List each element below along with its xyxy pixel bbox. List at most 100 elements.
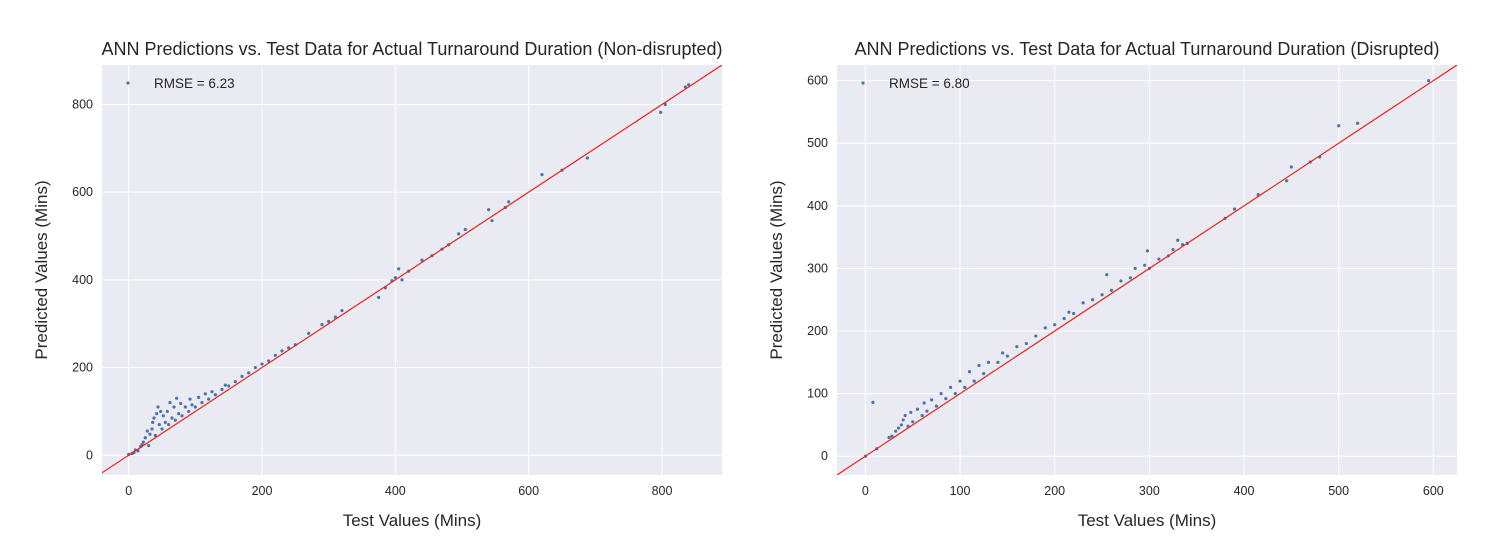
data-point [909, 410, 913, 415]
data-point [1053, 323, 1057, 327]
data-point [197, 395, 201, 399]
data-point [187, 409, 191, 414]
data-point [207, 397, 211, 401]
data-point [233, 379, 237, 384]
data-point [180, 414, 184, 418]
data-point [173, 418, 177, 422]
data-point [397, 267, 401, 271]
data-point [1285, 179, 1289, 183]
data-point [273, 353, 277, 357]
data-point [663, 102, 667, 107]
data-point [141, 440, 145, 444]
data-point [1176, 238, 1180, 242]
data-point [903, 413, 907, 418]
data-point [1034, 334, 1038, 338]
data-point [223, 383, 227, 387]
data-point [240, 374, 244, 378]
data-point [1128, 276, 1133, 280]
legend-marker [861, 81, 865, 85]
x-tick-label: 600 [518, 484, 539, 498]
y-tick-label: 500 [807, 136, 828, 150]
data-point [939, 392, 943, 396]
x-axis-label: Test Values (Mins) [343, 511, 482, 530]
legend-label: RMSE = 6.80 [889, 76, 970, 91]
data-point [320, 322, 324, 327]
plot-contents [102, 65, 722, 474]
data-point [507, 200, 511, 204]
y-tick-label: 300 [807, 261, 828, 275]
y-tick-label: 0 [86, 448, 93, 462]
x-tick-label: 600 [1423, 484, 1444, 498]
data-point [200, 401, 204, 405]
data-point [159, 409, 163, 414]
y-axis-label: Predicted Values (Mins) [767, 180, 786, 359]
y-tick-label: 200 [807, 324, 828, 338]
legend-label: RMSE = 6.23 [154, 76, 235, 91]
data-point [150, 427, 154, 431]
data-point [170, 416, 174, 420]
reference-line [837, 65, 1457, 475]
data-point [188, 397, 192, 401]
data-point [920, 413, 924, 418]
data-point [333, 315, 337, 319]
data-point [1171, 248, 1175, 252]
data-point [145, 429, 149, 433]
x-tick-label: 100 [950, 484, 971, 498]
data-point [922, 401, 926, 405]
data-point [896, 426, 901, 430]
data-point [1015, 345, 1019, 349]
data-point [934, 404, 938, 408]
data-point [585, 156, 589, 160]
data-point [1072, 311, 1076, 316]
data-point [1356, 121, 1360, 125]
data-point [899, 423, 903, 427]
data-point [1157, 257, 1161, 261]
data-point [183, 405, 187, 409]
data-point [157, 422, 161, 427]
x-tick-label: 800 [652, 484, 673, 498]
y-tick-label: 600 [72, 185, 93, 199]
data-point [540, 173, 544, 177]
legend-marker [126, 81, 130, 85]
data-point [890, 434, 894, 438]
data-point [963, 385, 967, 389]
y-tick-label: 800 [72, 97, 93, 111]
data-point [996, 360, 1000, 364]
x-axis-label: Test Values (Mins) [1078, 511, 1217, 530]
data-point [177, 412, 181, 416]
data-point [1427, 79, 1431, 83]
data-point [1105, 273, 1109, 277]
data-point [147, 444, 151, 448]
data-point [487, 208, 491, 212]
data-point [1289, 165, 1293, 169]
data-point [1043, 326, 1047, 330]
data-point [151, 420, 155, 424]
data-point [165, 409, 169, 414]
data-point [203, 392, 207, 396]
data-point [887, 435, 891, 440]
data-point [143, 436, 147, 440]
x-tick-label: 500 [1328, 484, 1349, 498]
x-tick-label: 0 [862, 484, 869, 498]
data-point [400, 278, 404, 282]
chart-title: ANN Predictions vs. Test Data for Actual… [102, 39, 723, 59]
data-point [982, 371, 986, 376]
data-point [213, 393, 217, 397]
y-tick-label: 600 [807, 74, 828, 88]
data-point [930, 398, 934, 402]
data-point [986, 360, 991, 364]
y-tick-label: 400 [807, 199, 828, 213]
data-point [1337, 124, 1341, 128]
data-point [153, 433, 157, 438]
data-point [1143, 263, 1147, 267]
data-point [148, 432, 152, 436]
data-point [377, 295, 381, 300]
data-point [659, 110, 663, 114]
data-point [1024, 341, 1028, 346]
data-point [193, 405, 197, 409]
data-point [1081, 301, 1085, 305]
y-axis-label: Predicted Values (Mins) [32, 180, 51, 359]
data-point [948, 385, 953, 389]
data-point [1119, 279, 1123, 283]
